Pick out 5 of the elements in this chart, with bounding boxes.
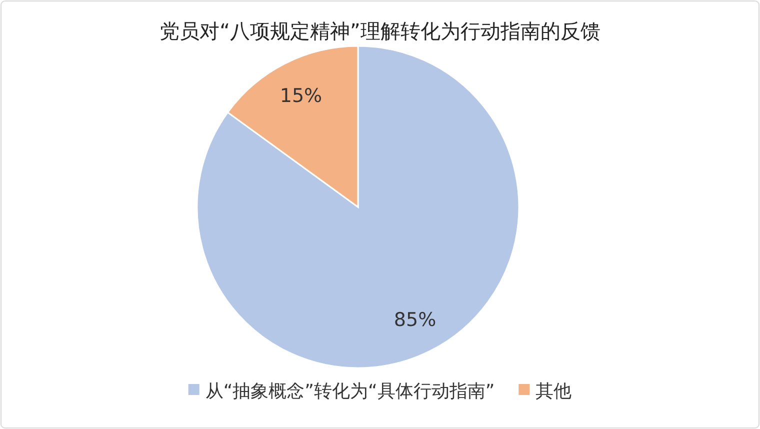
data-label: 85% <box>394 308 436 331</box>
chart-title: 党员对“八项规定精神”理解转化为行动指南的反馈 <box>160 19 600 43</box>
legend-label: 从“抽象概念”转化为“具体行动指南” <box>205 381 495 402</box>
legend-label: 其他 <box>536 381 572 402</box>
data-label: 15% <box>280 85 322 108</box>
